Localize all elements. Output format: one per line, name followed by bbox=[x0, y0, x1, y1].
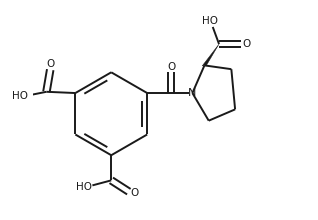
Text: O: O bbox=[130, 188, 139, 198]
Text: HO: HO bbox=[11, 91, 28, 101]
Text: HO: HO bbox=[202, 16, 218, 26]
Text: O: O bbox=[47, 59, 55, 69]
Text: HO: HO bbox=[76, 182, 92, 192]
Text: O: O bbox=[168, 62, 176, 72]
Polygon shape bbox=[202, 44, 219, 66]
Text: O: O bbox=[242, 39, 250, 49]
Text: N: N bbox=[188, 88, 197, 98]
